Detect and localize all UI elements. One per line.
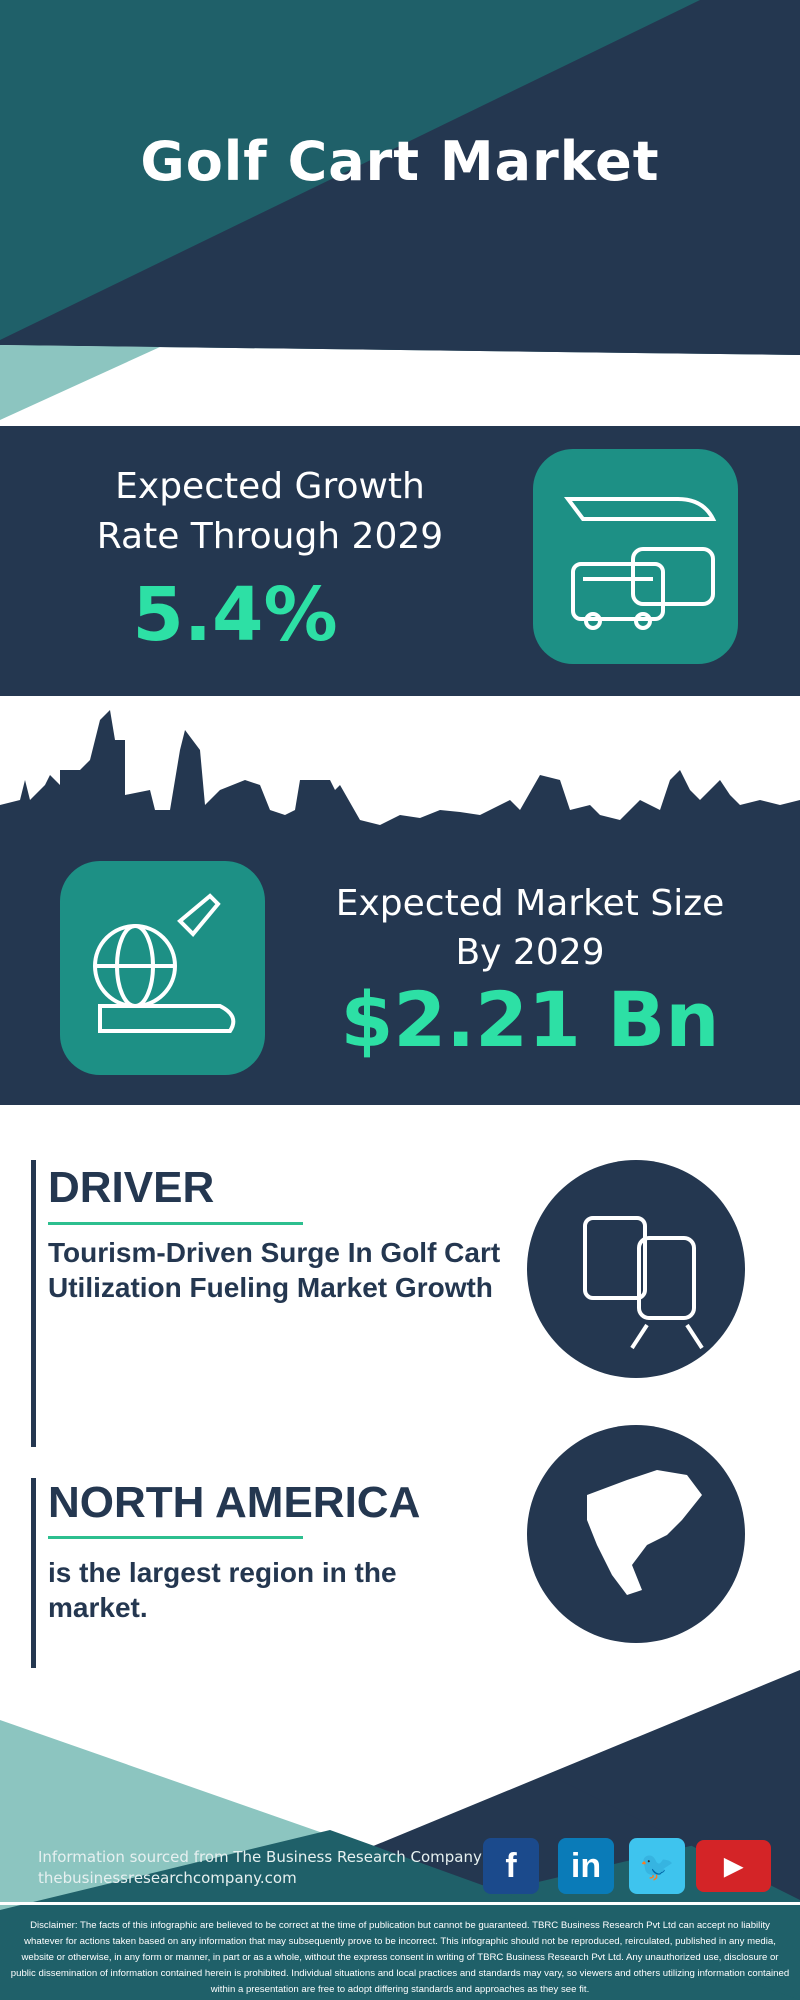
growth-label-line1: Expected Growth <box>115 466 425 507</box>
market-size-label-line2: By 2029 <box>455 932 605 973</box>
youtube-icon[interactable]: ▶ <box>696 1840 771 1892</box>
footer-background <box>0 1670 800 2000</box>
plane-bus-train-icon <box>564 497 717 630</box>
disclaimer-text: Disclaimer: The facts of this infographi… <box>10 1920 790 1995</box>
market-size-value: $2.21 Bn <box>340 975 720 1064</box>
region-accent-bar <box>31 1478 36 1668</box>
driver-underline <box>48 1222 303 1225</box>
skyline-illustration <box>0 710 800 862</box>
bus-train-icon-circle <box>527 1160 745 1378</box>
growth-label-line2: Rate Through 2029 <box>96 516 444 557</box>
driver-text: Tourism-Driven Surge In Golf Cart Utiliz… <box>48 1237 501 1303</box>
growth-value: 5.4% <box>132 572 338 658</box>
region-text: is the largest region in the market. <box>48 1557 397 1623</box>
bus-train-icon <box>583 1216 704 1350</box>
header-background <box>0 0 800 420</box>
globe-plane-train-icon <box>93 893 236 1033</box>
linkedin-icon[interactable]: in <box>558 1838 614 1894</box>
region-underline <box>48 1536 303 1539</box>
source-text: Information sourced from The Business Re… <box>38 1848 482 1866</box>
page-title: Golf Cart Market <box>140 130 660 193</box>
driver-accent-bar <box>31 1160 36 1447</box>
north-america-map-circle <box>527 1425 745 1643</box>
region-heading: NORTH AMERICA <box>48 1478 421 1527</box>
market-size-label-line1: Expected Market Size <box>335 883 725 924</box>
globe-travel-icon-box <box>60 861 265 1075</box>
facebook-icon[interactable]: f <box>483 1838 539 1894</box>
transport-icon-box <box>533 449 738 664</box>
driver-heading: DRIVER <box>48 1163 215 1212</box>
north-america-map-icon <box>587 1470 702 1595</box>
twitter-icon[interactable]: 🐦 <box>629 1838 685 1894</box>
website-link[interactable]: thebusinessresearchcompany.com <box>38 1869 297 1887</box>
